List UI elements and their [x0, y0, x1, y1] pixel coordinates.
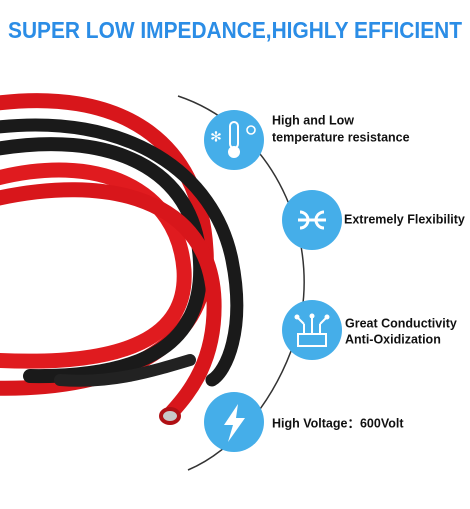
feature-text: High and Low — [272, 113, 354, 127]
svg-text:✻: ✻ — [210, 129, 222, 145]
red-wire — [0, 182, 222, 420]
cable-coil — [0, 93, 244, 425]
red-wire — [0, 162, 192, 369]
icon-flexibility — [282, 190, 342, 250]
title: SUPER LOW IMPEDANCE,HIGHLY EFFICIENT — [8, 17, 462, 43]
icon-conductivity — [282, 300, 342, 360]
feature-text: Great Conductivity — [345, 316, 457, 330]
black-wire — [0, 118, 244, 387]
feature-text: Extremely Flexibility — [344, 212, 465, 226]
icon-temperature: ✻ — [204, 110, 264, 170]
icon-voltage — [204, 392, 264, 452]
feature-text: High Voltage：600Volt — [272, 416, 404, 430]
black-wire — [54, 354, 196, 387]
feature-text: Anti-Oxidization — [345, 332, 441, 346]
feature-text: temperature resistance — [272, 130, 410, 144]
wire-end — [159, 407, 181, 425]
